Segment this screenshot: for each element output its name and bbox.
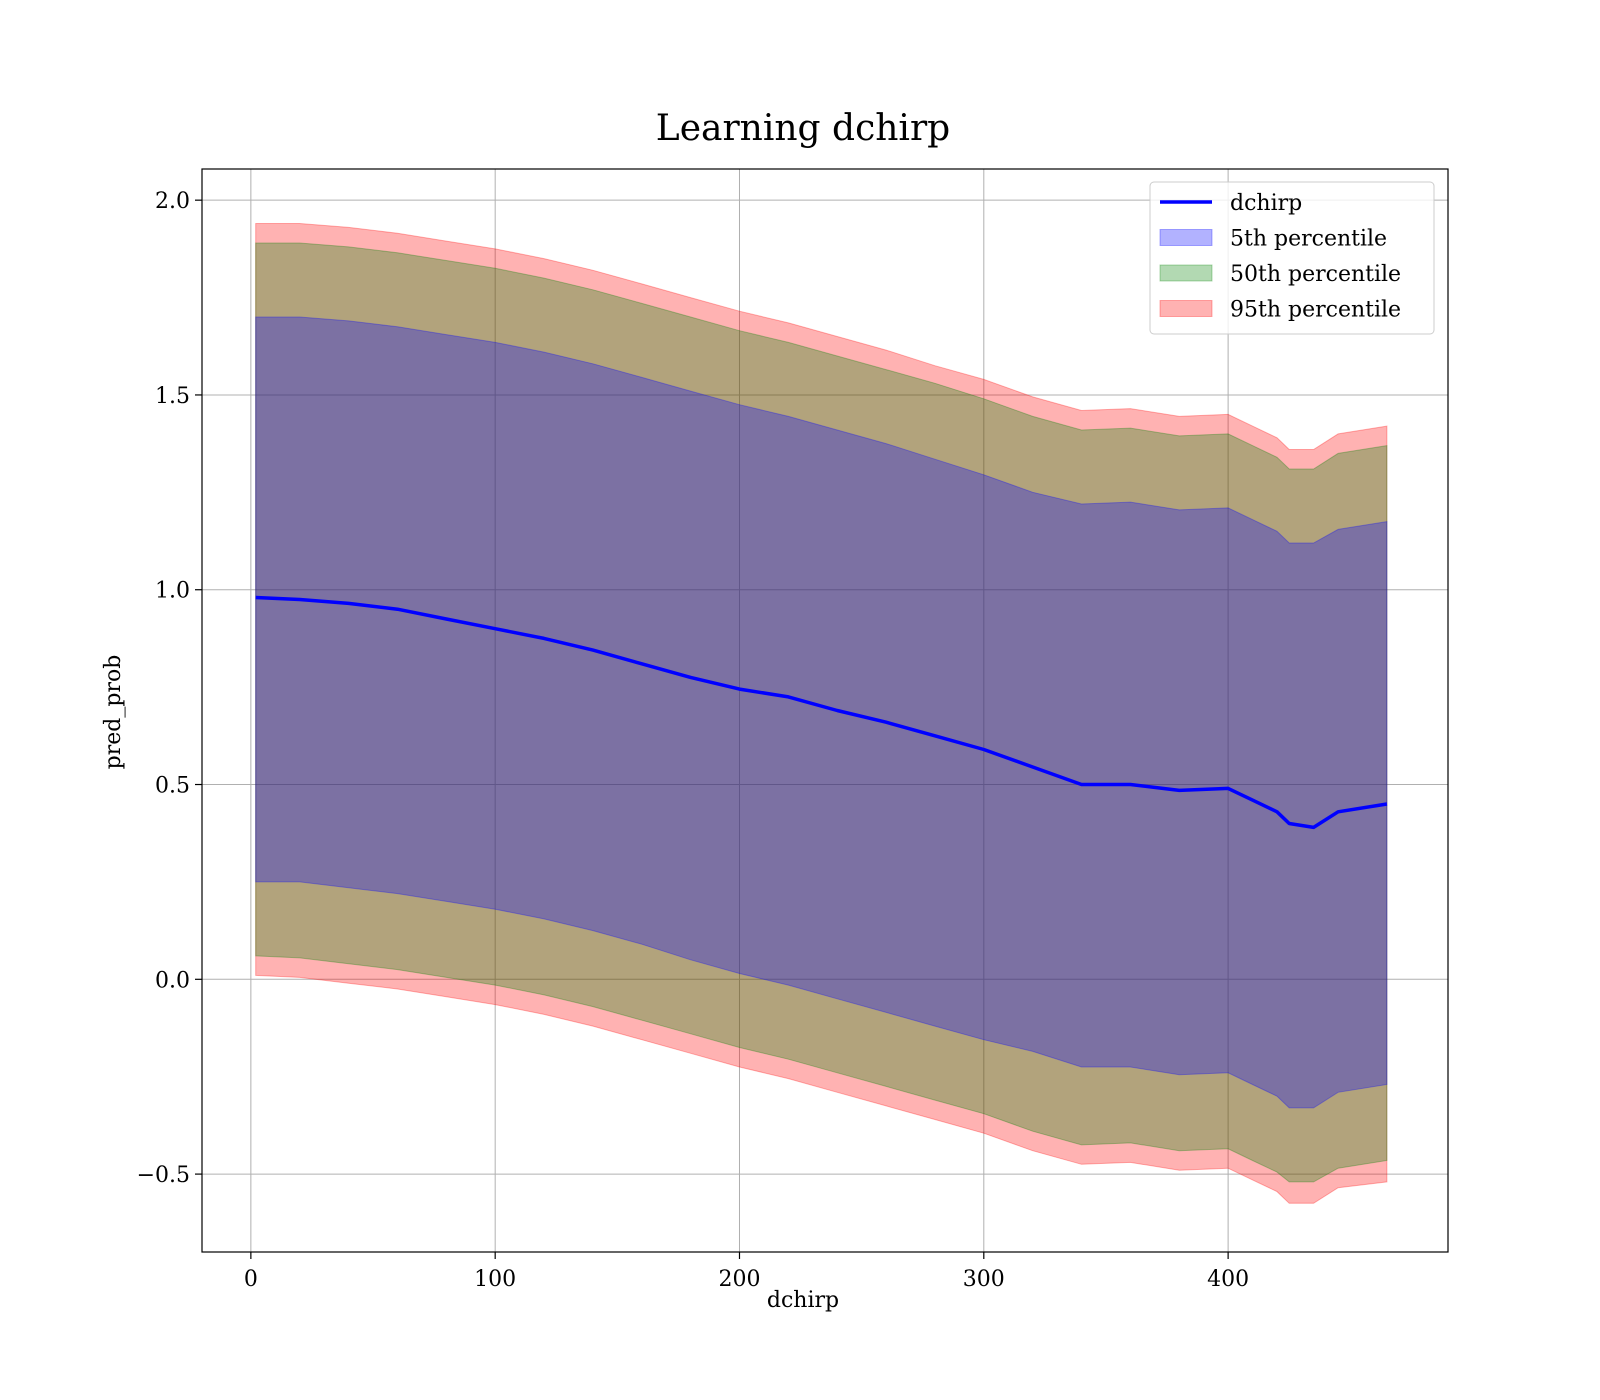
band-5th-percentile [255,316,1388,1109]
percentile-bands [255,223,1388,1204]
y-tick-label: 0.5 [155,774,190,799]
x-tick-label: 0 [244,1267,258,1292]
legend-label: dchirp [1230,191,1302,216]
legend-label: 50th percentile [1230,262,1401,287]
legend-label: 5th percentile [1230,227,1387,252]
y-tick-label: 1.5 [155,384,190,409]
series-lines [255,595,1388,830]
legend-box [1149,181,1435,335]
x-tick-label: 400 [1207,1267,1249,1292]
y-tick-label: 0.0 [155,968,190,993]
band-95th-percentile [255,223,1388,1204]
axis-ticks: 0 100 200 300 400 −0.5 0.0 0.5 1.0 1.5 2.0 [137,189,1250,1292]
legend-swatch-band [1159,300,1213,317]
x-axis-label: dchirp [767,1288,839,1313]
legend-label: 95th percentile [1230,298,1401,323]
x-tick-label: 100 [474,1267,516,1292]
x-tick-label: 200 [718,1267,760,1292]
plot-frame [201,168,1449,1253]
legend-swatch-band [1159,229,1213,246]
legend-swatch-band [1159,264,1213,282]
band-50th-percentile [255,242,1388,1183]
chart-title: Learning dchirp [656,108,950,149]
legend: dchirp 5th percentile 50th percentile 95th … [1149,181,1435,335]
y-axis-label: pred_prob [101,655,126,770]
y-tick-label: 1.0 [155,579,190,604]
x-tick-label: 300 [963,1267,1005,1292]
y-tick-label: −0.5 [137,1163,190,1188]
y-tick-label: 2.0 [155,189,190,214]
line-dchirp [255,595,1388,830]
